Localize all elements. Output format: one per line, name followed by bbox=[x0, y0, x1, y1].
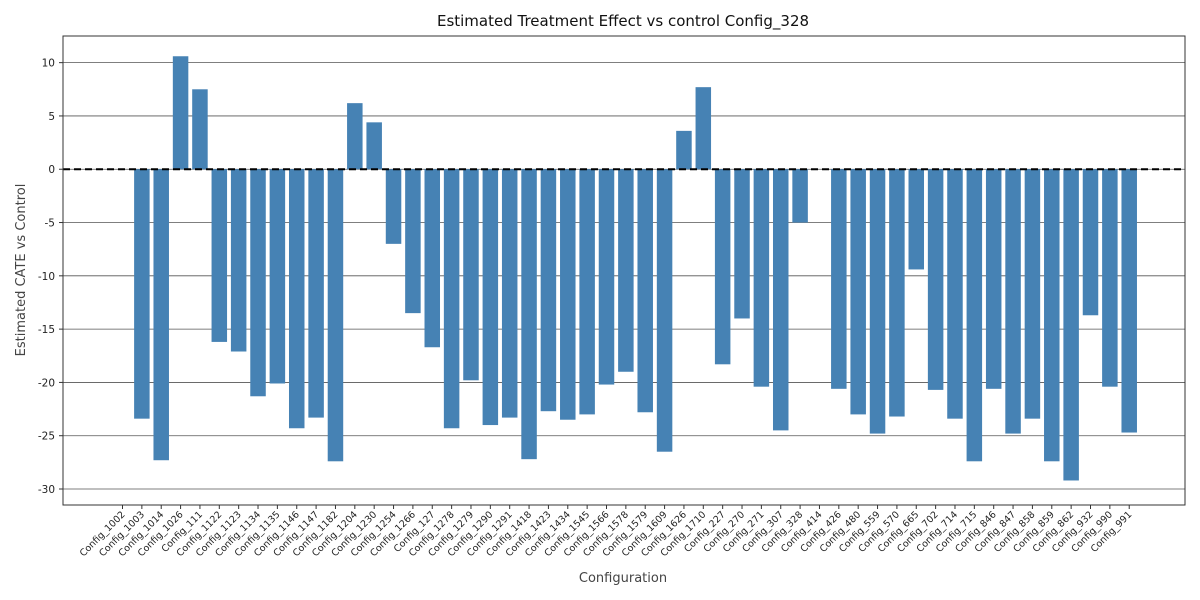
bar bbox=[134, 169, 150, 419]
bar bbox=[927, 169, 944, 390]
bar bbox=[869, 169, 886, 434]
bar bbox=[618, 169, 634, 372]
y-tick-label: -20 bbox=[38, 377, 55, 389]
bar bbox=[908, 169, 925, 270]
bar bbox=[172, 56, 189, 170]
bar bbox=[1082, 169, 1099, 316]
bar bbox=[889, 169, 905, 417]
bar bbox=[753, 169, 770, 387]
bar bbox=[1063, 169, 1079, 481]
bar bbox=[1044, 169, 1060, 462]
bar bbox=[1102, 169, 1118, 387]
bar bbox=[443, 169, 460, 429]
y-tick-label: -5 bbox=[45, 218, 55, 230]
bar bbox=[656, 169, 673, 452]
bar bbox=[501, 169, 518, 418]
bar bbox=[985, 169, 1002, 389]
bars bbox=[134, 56, 1137, 481]
y-tick-label: -25 bbox=[38, 431, 55, 443]
bar bbox=[250, 169, 266, 397]
x-axis-ticks: Config_1002Config_1003Config_1014Config_… bbox=[78, 505, 1134, 559]
bar bbox=[831, 169, 847, 389]
y-tick-label: 10 bbox=[42, 58, 55, 70]
bar bbox=[637, 169, 653, 413]
bar bbox=[579, 169, 595, 415]
bar bbox=[1121, 169, 1137, 433]
y-axis-ticks: 10 5 0 -5 -10 -15 -20 -25 -30 bbox=[38, 58, 63, 496]
bar bbox=[153, 169, 169, 461]
y-tick-label: 5 bbox=[48, 111, 55, 123]
bar bbox=[714, 169, 731, 365]
bar bbox=[463, 169, 479, 381]
y-tick-label: -10 bbox=[38, 271, 55, 283]
bar bbox=[424, 169, 441, 348]
bar bbox=[540, 169, 557, 412]
x-axis-label: Configuration bbox=[579, 571, 667, 586]
bar bbox=[269, 169, 286, 384]
bar bbox=[482, 169, 499, 426]
bar bbox=[366, 122, 382, 170]
bar bbox=[308, 169, 324, 418]
bar bbox=[327, 169, 344, 462]
bar bbox=[192, 89, 208, 170]
bar bbox=[521, 169, 537, 460]
bar bbox=[560, 169, 576, 420]
bar bbox=[772, 169, 789, 431]
bar bbox=[405, 169, 421, 314]
bar bbox=[230, 169, 247, 352]
bar bbox=[288, 169, 305, 429]
bar bbox=[850, 169, 866, 415]
bar bbox=[947, 169, 963, 419]
bar bbox=[598, 169, 615, 385]
bar bbox=[385, 169, 402, 244]
bar bbox=[792, 169, 808, 223]
bar bbox=[695, 87, 712, 170]
bar bbox=[734, 169, 750, 319]
bar bbox=[1005, 169, 1021, 434]
bar bbox=[966, 169, 983, 462]
bar bbox=[676, 130, 692, 170]
bar bbox=[211, 169, 228, 342]
y-tick-label: -30 bbox=[38, 484, 55, 496]
y-axis-label: Estimated CATE vs Control bbox=[14, 184, 29, 357]
chart-title: Estimated Treatment Effect vs control Co… bbox=[437, 12, 809, 31]
bar bbox=[1024, 169, 1041, 419]
bar bbox=[347, 103, 363, 170]
plot-frame bbox=[62, 35, 1186, 506]
y-tick-label: 0 bbox=[48, 164, 55, 176]
y-tick-label: -15 bbox=[38, 324, 55, 336]
